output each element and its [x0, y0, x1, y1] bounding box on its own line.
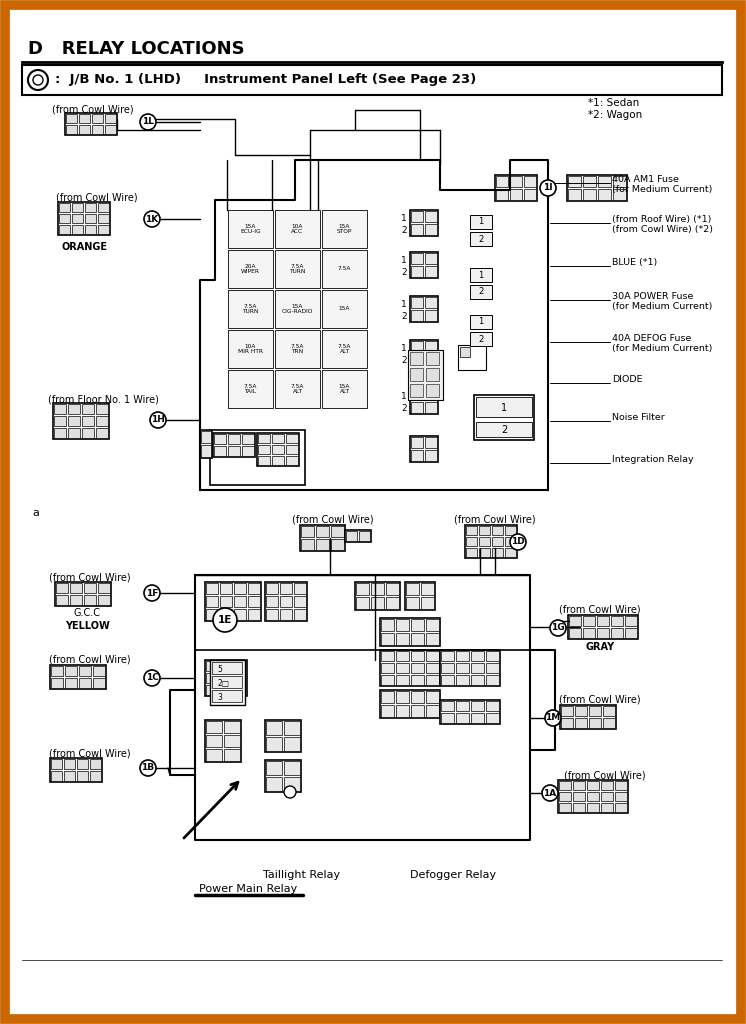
Bar [411, 253, 423, 264]
Text: (from Cowl Wire): (from Cowl Wire) [52, 105, 134, 115]
Bar [426, 352, 439, 365]
Bar [426, 384, 439, 397]
Circle shape [550, 620, 566, 636]
Text: 1: 1 [401, 256, 407, 265]
Bar [380, 690, 440, 718]
Bar [406, 597, 419, 609]
Bar [206, 749, 222, 761]
Bar [611, 628, 623, 638]
Text: (from Roof Wire) (*1)
(from Cowl Wire) (*2): (from Roof Wire) (*1) (from Cowl Wire) (… [612, 215, 713, 234]
Bar [322, 330, 367, 368]
Bar [425, 437, 437, 449]
Bar [84, 583, 96, 593]
Bar [90, 771, 101, 781]
Bar [583, 616, 595, 626]
Bar [272, 434, 284, 443]
Bar [411, 211, 423, 222]
Bar [456, 651, 469, 662]
Bar [505, 548, 516, 557]
Bar [583, 176, 596, 187]
Bar [466, 537, 477, 546]
Bar [206, 583, 218, 594]
Bar [381, 663, 394, 673]
Text: 7.5A
ALT: 7.5A ALT [291, 384, 304, 394]
Circle shape [542, 785, 558, 801]
Bar [625, 628, 637, 638]
Bar [206, 662, 218, 671]
Bar [51, 678, 63, 688]
Bar [220, 673, 232, 683]
Bar [559, 792, 571, 801]
Bar [466, 548, 477, 557]
Bar [55, 582, 111, 606]
Bar [411, 310, 423, 321]
Bar [356, 583, 369, 595]
Bar [471, 663, 484, 673]
Text: (from Cowl Wire): (from Cowl Wire) [292, 515, 374, 525]
Text: 7.5A
TRN: 7.5A TRN [291, 344, 304, 354]
Bar [396, 691, 409, 703]
Circle shape [540, 180, 556, 196]
Text: ORANGE: ORANGE [62, 242, 108, 252]
Text: 7.5A
ALT: 7.5A ALT [338, 344, 351, 354]
Bar [201, 431, 211, 443]
Bar [96, 428, 108, 438]
Bar [411, 266, 423, 278]
Text: 2: 2 [478, 335, 483, 343]
Bar [266, 721, 282, 735]
Bar [425, 253, 437, 264]
Bar [425, 310, 437, 321]
Bar [479, 526, 490, 535]
Circle shape [510, 534, 526, 550]
Bar [425, 211, 437, 222]
Text: Taillight Relay: Taillight Relay [263, 870, 341, 880]
Bar [200, 430, 212, 458]
Text: 5: 5 [217, 665, 222, 674]
Bar [346, 531, 357, 541]
Bar [486, 713, 499, 723]
Bar [266, 777, 282, 791]
Circle shape [144, 670, 160, 686]
Bar [105, 114, 116, 123]
Text: 10A
MIR HTR: 10A MIR HTR [238, 344, 263, 354]
Bar [426, 633, 439, 645]
Text: (from Cowl Wire): (from Cowl Wire) [56, 193, 138, 203]
Bar [224, 735, 240, 746]
Bar [275, 250, 320, 288]
Text: (from Cowl Wire): (from Cowl Wire) [49, 748, 131, 758]
Bar [411, 402, 423, 413]
Bar [316, 539, 329, 550]
Bar [98, 583, 110, 593]
Bar [65, 113, 117, 135]
Text: DIODE: DIODE [612, 375, 642, 384]
Text: 7.5A
TURN: 7.5A TURN [289, 263, 306, 274]
Text: 1K: 1K [145, 214, 159, 223]
Text: GRAY: GRAY [586, 642, 615, 652]
Bar [220, 685, 232, 695]
Bar [381, 691, 394, 703]
Bar [421, 583, 434, 595]
Bar [248, 609, 260, 620]
Bar [51, 759, 62, 769]
Bar [559, 781, 571, 790]
Circle shape [33, 75, 43, 85]
Bar [300, 525, 345, 551]
Text: 2□: 2□ [217, 679, 229, 688]
Bar [441, 663, 454, 673]
Bar [465, 525, 517, 558]
Bar [234, 609, 246, 620]
Bar [411, 705, 424, 717]
Bar [396, 705, 409, 717]
Text: 40A DEFOG Fuse
(for Medium Current): 40A DEFOG Fuse (for Medium Current) [612, 334, 712, 353]
Bar [458, 345, 486, 370]
Bar [560, 705, 616, 729]
Bar [411, 663, 424, 673]
Bar [486, 651, 499, 662]
Bar [386, 597, 399, 609]
Bar [79, 114, 90, 123]
Bar [248, 596, 260, 607]
Bar [583, 189, 596, 200]
Bar [425, 224, 437, 234]
Bar [85, 203, 96, 212]
Bar [456, 663, 469, 673]
